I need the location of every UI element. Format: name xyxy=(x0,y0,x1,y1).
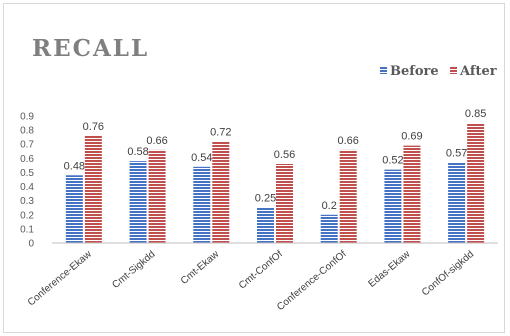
data-label-before-conference-confof: 0.2 xyxy=(322,200,337,212)
legend-label-before: Before xyxy=(390,64,439,79)
legend-swatch-after xyxy=(450,67,457,74)
data-label-before-confof-sigkdd: 0.57 xyxy=(446,148,467,160)
bar-before-cmt-confof xyxy=(257,207,274,243)
data-label-after-cmt-sigkdd: 0.66 xyxy=(146,135,167,147)
data-label-after-edas-ekaw: 0.69 xyxy=(401,131,422,143)
recall-chart: RECALL Before After 0 0.1 0.2 0.3 0.4 0.5 0.6 0.… xyxy=(20,35,498,313)
y-tick-label: 0.6 xyxy=(20,154,34,165)
y-axis: 0 0.1 0.2 0.3 0.4 0.5 0.6 0.7 0.8 0.9 xyxy=(20,112,34,250)
data-label-after-cmt-confof: 0.56 xyxy=(274,149,295,161)
data-label-after-conference-ekaw: 0.76 xyxy=(83,121,104,133)
data-labels: 0.480.760.580.660.540.720.250.560.20.660… xyxy=(64,108,487,212)
y-tick-label: 0.7 xyxy=(20,140,34,151)
category-label-conference-ekaw: Conference-Ekaw xyxy=(26,248,95,308)
legend-label-after: After xyxy=(459,64,497,79)
bar-after-cmt-confof xyxy=(276,163,293,243)
category-label-conference-confof: Conference-ConfOf xyxy=(275,249,349,313)
y-tick-label: 0.9 xyxy=(20,112,34,123)
x-axis: Conference-Ekaw Cmt-Sigkdd Cmt-Ekaw Cmt-Con… xyxy=(26,242,498,313)
legend: Before After xyxy=(380,64,497,79)
data-label-after-cmt-ekaw: 0.72 xyxy=(210,126,231,138)
legend-swatch-before xyxy=(380,67,387,74)
y-tick-label: 0.3 xyxy=(20,196,34,207)
chart-frame: RECALL Before After 0 0.1 0.2 0.3 0.4 0.5 0.6 0.… xyxy=(3,3,505,333)
bar-before-cmt-sigkdd xyxy=(129,161,147,243)
bar-before-conference-confof xyxy=(320,214,338,243)
bar-before-edas-ekaw xyxy=(384,169,402,243)
y-tick-label: 0.5 xyxy=(20,168,34,179)
bars xyxy=(65,123,485,243)
y-tick-label: 0.4 xyxy=(20,182,34,193)
data-label-before-cmt-confof: 0.25 xyxy=(255,193,276,205)
category-label-edas-ekaw: Edas-Ekaw xyxy=(367,248,413,289)
category-label-confof-sigkdd: ConfOf-sigkdd xyxy=(420,249,476,299)
y-tick-label: 0.2 xyxy=(20,210,34,221)
bar-after-cmt-ekaw xyxy=(212,141,230,243)
y-tick-label: 0 xyxy=(28,239,34,250)
bar-after-confof-sigkdd xyxy=(467,123,485,243)
chart-title: RECALL xyxy=(32,35,149,62)
data-label-before-edas-ekaw: 0.52 xyxy=(382,155,403,167)
category-label-cmt-confof: Cmt-ConfOf xyxy=(237,249,285,292)
bar-after-cmt-sigkdd xyxy=(148,149,166,243)
y-tick-label: 0.1 xyxy=(20,224,34,235)
data-label-before-cmt-ekaw: 0.54 xyxy=(191,152,212,164)
bar-after-conference-confof xyxy=(339,149,357,243)
bar-after-conference-ekaw xyxy=(84,135,102,243)
bar-after-edas-ekaw xyxy=(403,145,421,243)
bar-before-confof-sigkdd xyxy=(448,162,466,243)
bar-before-cmt-ekaw xyxy=(193,166,211,243)
y-tick-label: 0.8 xyxy=(20,126,34,137)
bar-before-conference-ekaw xyxy=(65,175,83,243)
category-label-cmt-sigkdd: Cmt-Sigkdd xyxy=(110,249,157,291)
category-label-cmt-ekaw: Cmt-Ekaw xyxy=(179,248,222,287)
data-label-after-conference-confof: 0.66 xyxy=(338,135,359,147)
data-label-before-conference-ekaw: 0.48 xyxy=(64,160,85,172)
data-label-after-confof-sigkdd: 0.85 xyxy=(465,108,486,120)
data-label-before-cmt-sigkdd: 0.58 xyxy=(127,146,148,158)
